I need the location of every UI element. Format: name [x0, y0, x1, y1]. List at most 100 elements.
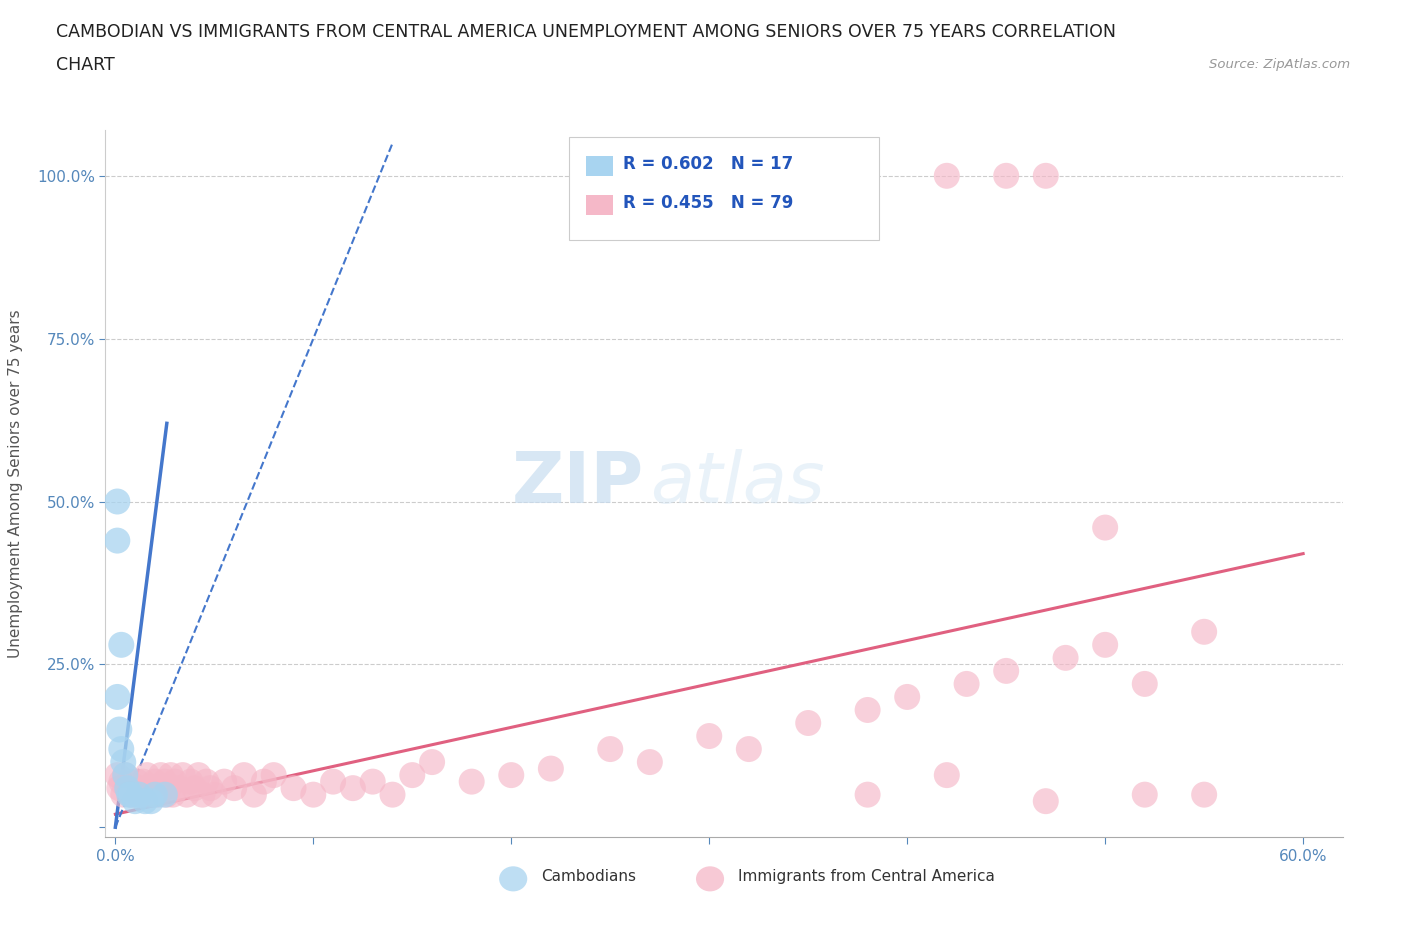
Point [935, 168, 957, 183]
Point [1094, 637, 1116, 652]
Point [127, 774, 149, 789]
Point [856, 702, 879, 717]
Point [195, 774, 218, 789]
Point [105, 689, 128, 704]
Point [283, 780, 305, 795]
Point [1192, 787, 1215, 802]
Point [1192, 624, 1215, 639]
Point [108, 780, 131, 795]
Point [1133, 787, 1156, 802]
Text: Source: ZipAtlas.com: Source: ZipAtlas.com [1209, 58, 1350, 71]
Point [212, 774, 235, 789]
Point [1094, 520, 1116, 535]
Point [142, 787, 165, 802]
Point [108, 722, 131, 737]
Point [995, 168, 1018, 183]
Point [187, 767, 209, 782]
Text: R = 0.602   N = 17: R = 0.602 N = 17 [623, 155, 793, 173]
Point [162, 787, 184, 802]
Text: CAMBODIAN VS IMMIGRANTS FROM CENTRAL AMERICA UNEMPLOYMENT AMONG SENIORS OVER 75 : CAMBODIAN VS IMMIGRANTS FROM CENTRAL AME… [56, 23, 1116, 41]
Point [361, 774, 384, 789]
Point [896, 689, 918, 704]
Point [1035, 793, 1057, 808]
Point [136, 767, 159, 782]
Point [191, 787, 214, 802]
Point [697, 728, 720, 743]
Point [460, 774, 482, 789]
Point [149, 767, 172, 782]
Point [114, 767, 136, 782]
Point [153, 787, 176, 802]
Point [202, 787, 225, 802]
Point [132, 774, 155, 789]
Bar [585, 195, 613, 215]
Text: Cambodians: Cambodians [541, 870, 637, 884]
Point [128, 787, 150, 802]
Point [139, 780, 162, 795]
Point [134, 793, 156, 808]
Point [302, 787, 325, 802]
Point [157, 780, 180, 795]
Text: ZIP: ZIP [512, 449, 644, 518]
Point [172, 767, 194, 782]
Point [1054, 650, 1077, 665]
Point [124, 787, 146, 802]
Point [143, 774, 166, 789]
Point [148, 787, 170, 802]
Point [156, 787, 179, 802]
Point [110, 637, 132, 652]
Point [134, 780, 156, 795]
Point [856, 787, 879, 802]
Point [118, 787, 141, 802]
Point [110, 774, 132, 789]
Point [176, 787, 198, 802]
Point [180, 774, 202, 789]
Point [955, 676, 977, 691]
Point [224, 780, 246, 795]
Point [153, 774, 176, 789]
Point [118, 774, 141, 789]
Point [128, 780, 150, 795]
Point [1035, 168, 1057, 183]
Point [797, 715, 820, 730]
Point [105, 494, 128, 509]
Text: Immigrants from Central America: Immigrants from Central America [738, 870, 995, 884]
Point [243, 787, 266, 802]
Point [146, 780, 169, 795]
Point [105, 533, 128, 548]
Point [167, 780, 190, 795]
Point [138, 787, 160, 802]
Point [163, 774, 186, 789]
Point [122, 780, 145, 795]
Point [253, 774, 276, 789]
Point [159, 767, 181, 782]
Point [120, 787, 142, 802]
Y-axis label: Unemployment Among Seniors over 75 years: Unemployment Among Seniors over 75 years [8, 310, 22, 658]
Point [183, 780, 205, 795]
Point [110, 741, 132, 756]
Point [935, 767, 957, 782]
Point [322, 774, 344, 789]
Point [501, 767, 523, 782]
Point [1133, 676, 1156, 691]
Point [995, 663, 1018, 678]
Point [401, 767, 423, 782]
Point [540, 761, 562, 776]
Bar [585, 156, 613, 176]
Text: R = 0.455   N = 79: R = 0.455 N = 79 [623, 194, 793, 212]
FancyBboxPatch shape [569, 138, 879, 240]
Point [143, 787, 166, 802]
Point [105, 767, 128, 782]
Point [263, 767, 285, 782]
Text: atlas: atlas [650, 449, 824, 518]
Point [139, 793, 162, 808]
Point [200, 780, 222, 795]
Point [342, 780, 364, 795]
Point [152, 780, 174, 795]
Point [114, 767, 136, 782]
Point [124, 793, 146, 808]
Text: CHART: CHART [56, 56, 115, 73]
Point [115, 780, 138, 795]
Point [112, 754, 135, 769]
Point [638, 754, 661, 769]
